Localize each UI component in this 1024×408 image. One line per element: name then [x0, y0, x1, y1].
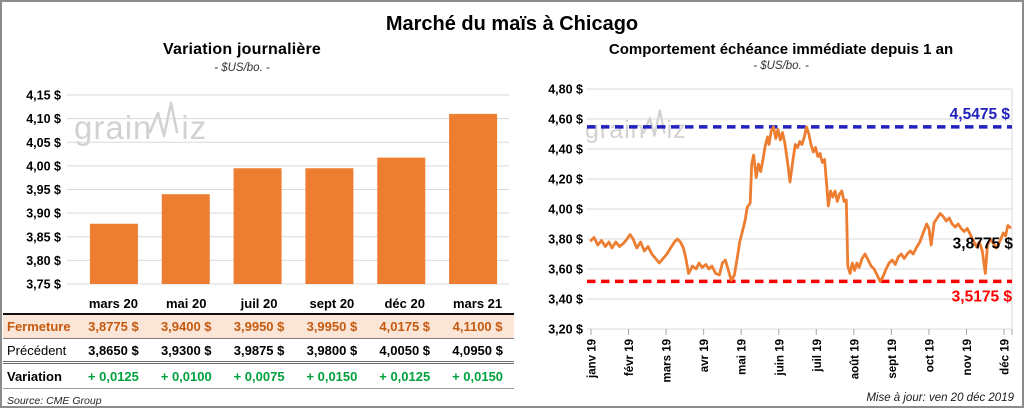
y-tick-label: 3,75 $ — [26, 278, 61, 292]
x-tick-label: févr 19 — [624, 339, 636, 376]
x-tick-label: oct 19 — [924, 339, 936, 372]
y-tick-label: 3,20 $ — [548, 323, 583, 337]
value-cell: + 0,0100 — [160, 368, 212, 384]
x-tick-label: sept 19 — [887, 339, 899, 379]
x-tick-label: avr 19 — [699, 339, 711, 372]
bar-sept 20 — [305, 168, 354, 284]
bar-chart-subtitle: - $US/bo. - — [214, 62, 270, 74]
column-header: juil 20 — [240, 296, 278, 311]
value-cell: 4,0050 $ — [379, 342, 431, 358]
price-line — [589, 125, 1012, 283]
y-tick-label: 4,00 $ — [548, 203, 583, 217]
y-tick-label: 3,95 $ — [26, 183, 61, 197]
y-tick-label: 3,40 $ — [548, 293, 583, 307]
row-label: Fermeture — [7, 319, 71, 334]
y-tick-label: 3,90 $ — [26, 207, 61, 221]
row-label: Précédent — [7, 342, 67, 358]
high-ref-label: 4,5475 $ — [950, 106, 1011, 123]
last-price-label: 3,8775 $ — [953, 235, 1014, 252]
value-cell: 3,8650 $ — [88, 342, 139, 358]
y-tick-label: 4,15 $ — [26, 89, 61, 103]
value-cell: 4,0950 $ — [452, 342, 503, 358]
bar-mars 21 — [449, 113, 498, 285]
y-tick-label: 3,80 $ — [548, 233, 583, 247]
y-tick-label: 4,20 $ — [548, 173, 583, 187]
value-cell: 3,8775 $ — [88, 319, 139, 334]
source-note: Source: CME Group — [7, 395, 102, 407]
value-cell: + 0,0150 — [306, 368, 358, 384]
value-cell: + 0,0150 — [452, 368, 504, 384]
futures-quote-table: mars 20 mai 20 juil 20 sept 20 déc 20 mars 21… — [3, 294, 514, 389]
table-row-variation: Variation + 0,0125 + 0,0100 + 0,0075 + 0,015… — [3, 364, 514, 389]
x-tick-label: juin 19 — [774, 339, 786, 376]
value-cell: + 0,0125 — [87, 368, 139, 384]
low-ref-label: 3,5175 $ — [952, 288, 1013, 305]
y-tick-label: 4,00 $ — [26, 159, 61, 173]
value-cell: 4,1100 $ — [452, 319, 503, 334]
x-tick-label: juil 19 — [812, 339, 824, 373]
y-tick-label: 4,60 $ — [548, 113, 583, 127]
daily-variation-bar-chart: 3,75 $ 3,80 $ 3,85 $ 3,90 $ 3,95 $ 4,00 $ 4,05… — [26, 89, 509, 292]
column-header: mars 21 — [452, 296, 503, 311]
value-cell: 3,9950 $ — [233, 319, 285, 334]
x-tick-label: août 19 — [849, 339, 861, 379]
x-tick-label: nov 19 — [962, 339, 974, 375]
x-tick-label: mars 19 — [662, 339, 674, 382]
value-cell: + 0,0075 — [233, 368, 285, 384]
value-cell: 3,9300 $ — [160, 342, 212, 358]
table-row-precedent: Précédent 3,8650 $ 3,9300 $ 3,9875 $ 3,9800 … — [3, 339, 514, 364]
line-chart-subtitle: - $US/bo. - — [753, 60, 809, 72]
column-header: mai 20 — [166, 296, 207, 311]
y-tick-label: 4,10 $ — [26, 112, 61, 126]
bar-mai 20 — [161, 194, 210, 284]
bar-chart-title: Variation journalière — [162, 41, 322, 58]
value-cell: 3,9400 $ — [160, 319, 212, 334]
x-tick-label: janv 19 — [587, 339, 599, 379]
update-note: Mise à jour: ven 20 déc 2019 — [866, 392, 1014, 404]
y-tick-label: 3,85 $ — [26, 230, 61, 244]
one-year-line-chart: 3,20 $ 3,40 $ 3,60 $ 3,80 $ 4,00 $ 4,20 $ 4,40… — [548, 83, 1014, 383]
page-title: Marché du maïs à Chicago — [385, 13, 639, 35]
y-tick-label: 4,40 $ — [548, 143, 583, 157]
y-tick-label: 4,80 $ — [548, 83, 583, 97]
column-header: mars 20 — [88, 296, 138, 311]
bar-déc 20 — [377, 157, 426, 284]
value-cell: + 0,0125 — [379, 368, 431, 384]
column-header: déc 20 — [384, 296, 425, 311]
y-tick-label: 3,60 $ — [548, 263, 583, 277]
table-header-row: mars 20 mai 20 juil 20 sept 20 déc 20 mars 21 — [3, 294, 514, 315]
value-cell: 3,9875 $ — [233, 342, 285, 358]
bar-mars 20 — [89, 223, 138, 284]
row-label: Variation — [7, 368, 62, 384]
value-cell: 4,0175 $ — [379, 319, 431, 334]
y-tick-label: 4,05 $ — [26, 136, 61, 150]
column-header: sept 20 — [309, 296, 355, 311]
x-tick-label: déc 19 — [1000, 339, 1012, 375]
line-chart-title: Comportement échéance immédiate depuis 1… — [608, 41, 954, 58]
table-row-fermeture: Fermeture 3,8775 $ 3,9400 $ 3,9950 $ 3,9950 … — [3, 315, 514, 339]
bar-juil 20 — [233, 168, 282, 284]
value-cell: 3,9950 $ — [306, 319, 358, 334]
x-tick-label: mai 19 — [737, 339, 749, 375]
y-tick-label: 3,80 $ — [26, 254, 61, 268]
value-cell: 3,9800 $ — [306, 342, 358, 358]
